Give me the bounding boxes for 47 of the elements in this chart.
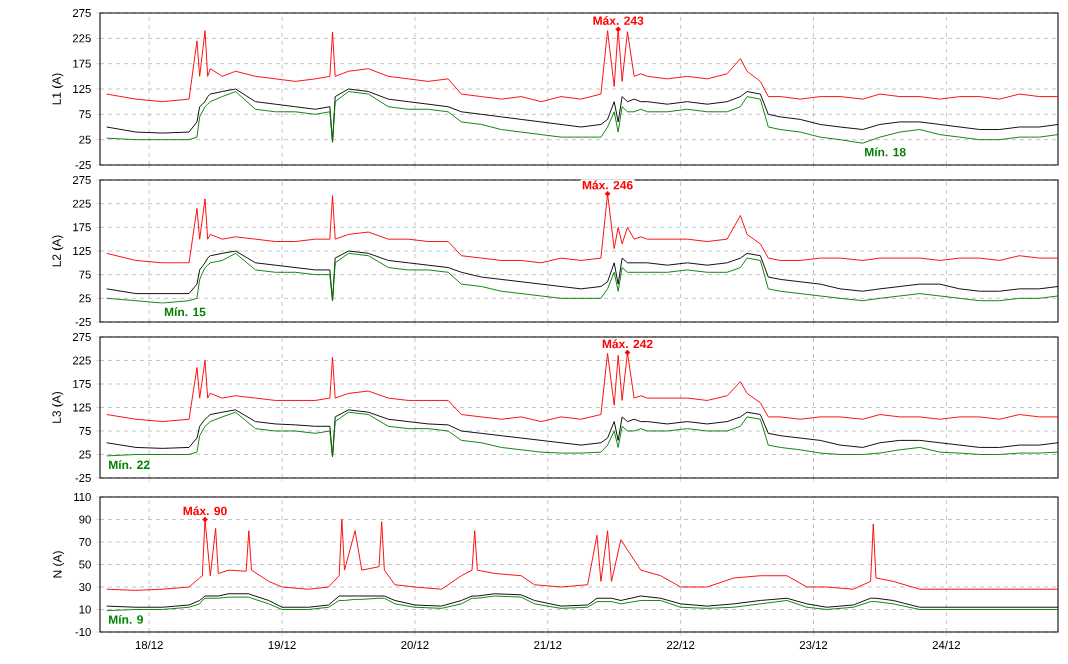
y-tick-label: 70	[79, 537, 91, 546]
x-tick-label: 19/12	[268, 640, 296, 650]
y-tick-label: 75	[79, 427, 91, 435]
x-tick-label: 22/12	[667, 640, 695, 650]
y-tick-label: 25	[79, 135, 91, 144]
x-tick-label: 24/12	[932, 640, 960, 650]
annotation: Mín. 9	[109, 614, 143, 624]
y-tick-label: 75	[79, 110, 91, 119]
y-tick-label: 225	[72, 356, 91, 365]
y-tick-label: 125	[73, 84, 91, 93]
y-tick-label: 75	[79, 270, 91, 279]
y-tick-label: 125	[73, 403, 91, 412]
annotation: Mín. 22	[109, 460, 150, 469]
y-tick-label: -25	[75, 317, 91, 326]
annotation: Máx. 246	[582, 180, 633, 190]
y-tick-label: 275	[72, 332, 91, 341]
y-tick-label: 225	[72, 199, 91, 208]
annotation: Máx. 242	[602, 339, 653, 349]
y-tick-label: -25	[75, 473, 91, 482]
x-tick-label: 20/12	[401, 640, 429, 650]
y-tick-label: 30	[79, 582, 91, 591]
y-tick-label: 225	[72, 34, 91, 43]
y-tick-label: 175	[73, 59, 91, 68]
annotation: Máx. 90	[183, 506, 227, 516]
y-axis-title: L3 (A)	[52, 391, 64, 423]
x-tick-label: 18/12	[135, 640, 163, 650]
y-tick-label: 175	[73, 223, 91, 232]
y-tick-label: 25	[79, 294, 91, 303]
y-tick-label: 110	[74, 492, 91, 501]
y-tick-label: -25	[75, 160, 91, 169]
y-tick-label: 125	[73, 246, 91, 255]
x-tick-label: 21/12	[534, 640, 562, 650]
y-tick-label: 275	[72, 8, 91, 17]
y-tick-label: 90	[79, 515, 91, 524]
y-axis-title: L1 (A)	[52, 73, 64, 105]
annotation: Máx. 243	[593, 16, 644, 25]
y-tick-label: 275	[72, 175, 91, 184]
annotation: Mín. 15	[164, 307, 206, 317]
y-tick-label: 10	[79, 605, 91, 614]
y-tick-label: 175	[73, 380, 91, 388]
x-tick-label: 23/12	[799, 640, 828, 650]
y-tick-label: 50	[79, 560, 91, 569]
y-axis-title: N (A)	[52, 551, 65, 578]
annotation: Mín. 18	[865, 147, 906, 157]
y-axis-title: L2 (A)	[52, 235, 64, 267]
y-tick-label: -10	[75, 627, 91, 636]
y-tick-label: 25	[79, 450, 91, 459]
